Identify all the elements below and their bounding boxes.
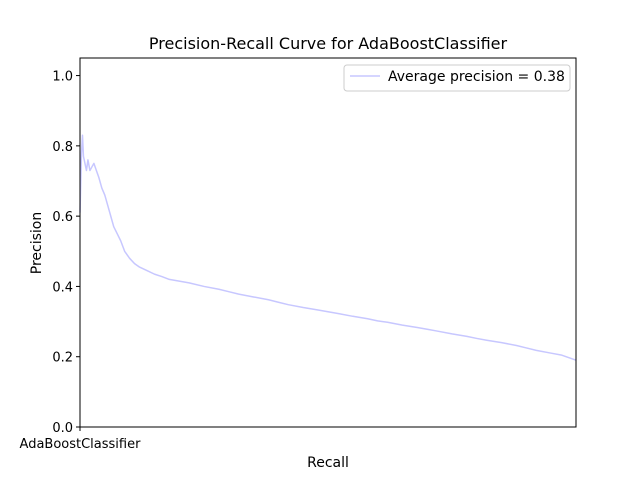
- y-tick-label-2: 0.4: [52, 280, 73, 295]
- legend-label: Average precision = 0.38: [388, 69, 565, 85]
- y-axis: 0.0 0.2 0.4 0.6 0.8 1.0: [52, 70, 80, 436]
- y-tick-label-3: 0.6: [52, 210, 73, 225]
- series-line-0: [79, 134, 577, 361]
- legend: Average precision = 0.38: [343, 64, 571, 92]
- chart-title: Precision-Recall Curve for AdaBoostClass…: [149, 34, 508, 53]
- y-tick-label-5: 1.0: [52, 70, 73, 85]
- plot-frame: [79, 57, 577, 428]
- x-tick-label-0: AdaBoostClassifier: [20, 437, 142, 452]
- y-axis-label: Precision: [29, 212, 45, 274]
- plot-area: [79, 134, 577, 361]
- y-tick-label-4: 0.8: [52, 140, 73, 155]
- y-tick-label-1: 0.2: [52, 351, 73, 366]
- y-tick-label-0: 0.0: [52, 421, 73, 436]
- x-axis-label: Recall: [307, 455, 349, 471]
- legend-box: [343, 64, 571, 92]
- x-axis: AdaBoostClassifier: [20, 427, 142, 452]
